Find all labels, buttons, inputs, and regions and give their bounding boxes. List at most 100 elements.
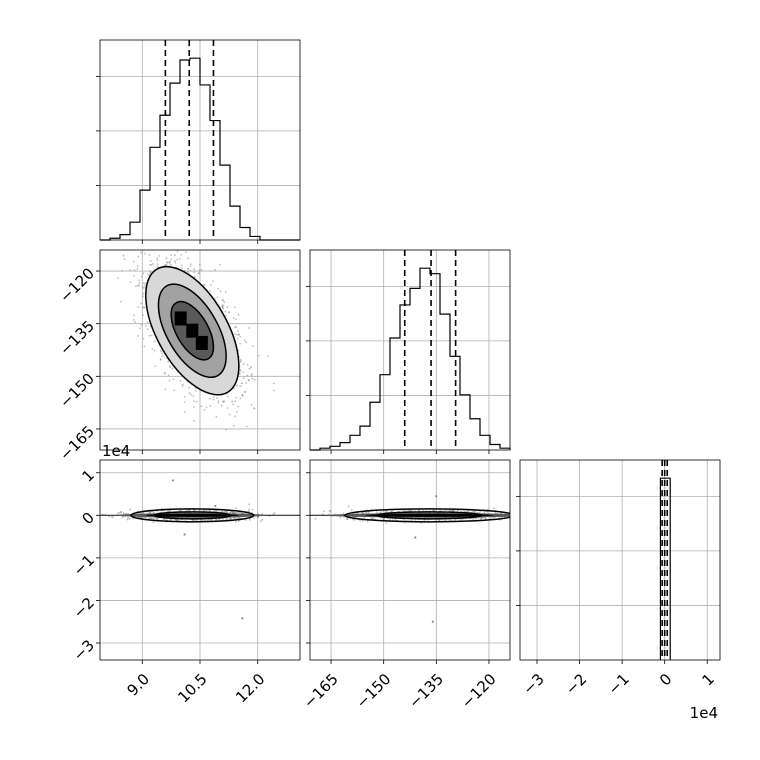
- scatter-point: [209, 405, 212, 407]
- histogram-panel-1: [96, 39, 301, 244]
- scatter-point: [475, 517, 478, 520]
- y-tick-label: −1: [70, 551, 98, 579]
- scatter-point: [473, 510, 476, 513]
- scatter-point: [530, 516, 532, 518]
- scatter-point: [212, 396, 215, 399]
- scatter-point: [196, 400, 198, 403]
- scatter-point: [146, 273, 149, 276]
- scatter-panel-2: 9.0 10.5 12.0 −3 −2 −1 0 1: [70, 459, 301, 706]
- scatter-point: [117, 512, 119, 515]
- x-tick-label: −3: [519, 670, 547, 698]
- scatter-point: [239, 369, 241, 371]
- y-scale-label: 1e4: [102, 442, 130, 460]
- scatter-point: [133, 269, 136, 271]
- panel-frame: [519, 459, 721, 661]
- scatter-point: [160, 350, 163, 353]
- scatter-point: [133, 314, 135, 317]
- scatter-point: [122, 246, 124, 248]
- scatter-point: [512, 516, 514, 518]
- histogram-2: [310, 267, 511, 451]
- scatter-point: [140, 323, 143, 326]
- density-peak-cell: [186, 323, 199, 338]
- scatter-point: [171, 367, 174, 370]
- scatter-point: [142, 272, 145, 275]
- scatter-point: [137, 255, 140, 258]
- scatter-point: [321, 513, 324, 515]
- scatter-point: [237, 517, 240, 520]
- scatter-point: [142, 287, 145, 289]
- scatter-point: [237, 313, 240, 316]
- scatter-point: [140, 302, 142, 305]
- scatter-point: [164, 264, 166, 267]
- scatter-point: [132, 319, 135, 321]
- x-tick-label: 0: [656, 670, 675, 689]
- scatter-point: [215, 415, 218, 418]
- scatter-point: [198, 509, 201, 512]
- scatter-point: [339, 516, 342, 519]
- y-tick-label: −135: [56, 317, 98, 359]
- scatter-point: [218, 263, 221, 266]
- density-peak-cell: [174, 311, 187, 326]
- scatter-point: [245, 341, 248, 344]
- scatter-point: [184, 250, 187, 253]
- scatter-point: [361, 511, 364, 514]
- scatter-point: [232, 403, 235, 406]
- scatter-point: [168, 379, 171, 382]
- scatter-point: [543, 516, 545, 518]
- scatter-point: [514, 514, 516, 516]
- scatter-point: [167, 374, 170, 377]
- scatter-point: [493, 507, 495, 510]
- scatter-point: [370, 517, 373, 520]
- scatter-point: [181, 385, 184, 387]
- scatter-point: [236, 405, 239, 408]
- scatter-point: [228, 311, 231, 313]
- scatter-point: [291, 509, 293, 511]
- scatter-point: [222, 304, 225, 307]
- scatter-point: [142, 511, 145, 514]
- scatter-point: [192, 271, 195, 274]
- scatter-point: [234, 516, 237, 519]
- scatter-point: [200, 405, 203, 408]
- scatter-point: [233, 387, 236, 390]
- y-tick-label: −150: [56, 370, 98, 412]
- scatter-point: [215, 518, 217, 521]
- scatter-point: [239, 385, 242, 388]
- scatter-point: [329, 510, 332, 513]
- scatter-point: [212, 398, 215, 401]
- scatter-point: [214, 268, 216, 271]
- scatter-point: [205, 509, 208, 512]
- scatter-point: [189, 393, 192, 396]
- scatter-point: [188, 391, 191, 394]
- scatter-point: [251, 508, 254, 511]
- scatter-point: [250, 374, 253, 377]
- scatter-point: [479, 510, 482, 513]
- scatter-point: [221, 299, 224, 301]
- scatter-point: [219, 290, 222, 293]
- scatter-point: [182, 245, 184, 247]
- scatter-point: [174, 259, 176, 262]
- scatter-point: [220, 404, 223, 407]
- density-peak: [365, 513, 494, 517]
- scatter-point: [194, 387, 197, 390]
- scatter-point: [181, 267, 183, 270]
- scatter-point: [224, 291, 227, 294]
- scatter-point: [146, 328, 149, 331]
- scatter-point: [226, 407, 229, 409]
- scatter-point: [189, 265, 192, 268]
- grid-lines: [520, 460, 720, 660]
- scatter-point: [239, 397, 242, 400]
- outlier-point: [171, 479, 175, 482]
- scatter-point: [224, 314, 227, 317]
- scatter-point: [119, 511, 122, 514]
- scatter-point: [138, 282, 141, 284]
- scatter-point: [188, 386, 191, 389]
- scatter-point: [261, 518, 264, 521]
- scatter-point: [152, 521, 155, 524]
- scatter-point: [134, 321, 137, 323]
- y-tick-label: −165: [56, 422, 98, 464]
- scatter-point: [493, 517, 495, 519]
- scatter-point: [153, 340, 156, 343]
- scatter-point: [266, 355, 269, 358]
- scatter-point: [158, 255, 161, 257]
- scatter-point: [359, 519, 361, 522]
